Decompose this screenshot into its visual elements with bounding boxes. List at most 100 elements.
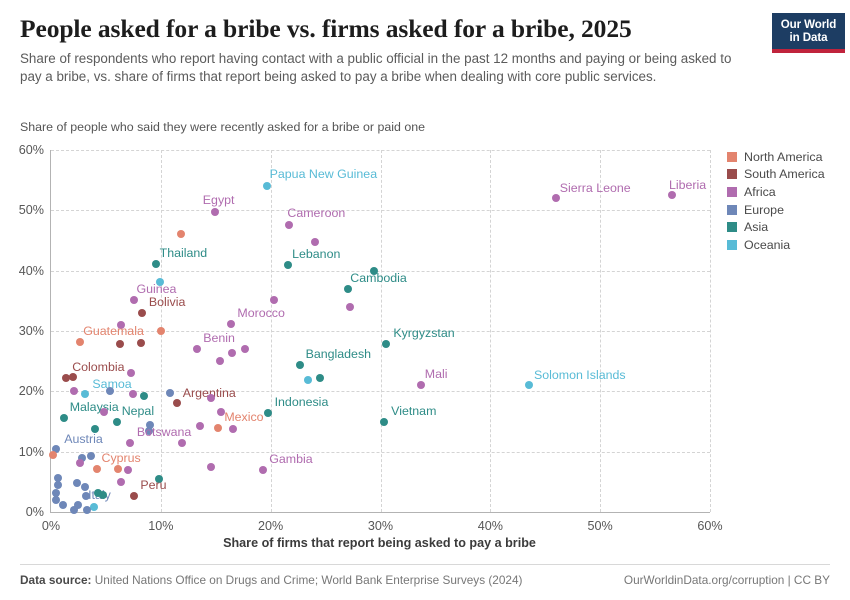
scatter-point[interactable] (90, 424, 99, 433)
scatter-point[interactable] (381, 339, 390, 348)
scatter-point[interactable] (210, 207, 219, 216)
scatter-point[interactable] (81, 390, 90, 399)
scatter-point[interactable] (70, 506, 79, 515)
scatter-point[interactable] (145, 421, 154, 430)
gridline-vertical (600, 150, 602, 512)
legend-item[interactable]: Oceania (727, 236, 847, 254)
scatter-point[interactable] (53, 473, 62, 482)
scatter-point[interactable] (227, 319, 236, 328)
legend-swatch (727, 239, 737, 250)
scatter-point[interactable] (193, 345, 202, 354)
scatter-point[interactable] (369, 266, 378, 275)
scatter-point[interactable] (59, 501, 68, 510)
scatter-point[interactable] (52, 488, 61, 497)
scatter-point[interactable] (137, 339, 146, 348)
scatter-point[interactable] (60, 413, 69, 422)
scatter-point[interactable] (217, 407, 226, 416)
scatter-point[interactable] (285, 221, 294, 230)
scatter-point-label: Indonesia (274, 395, 329, 410)
scatter-point[interactable] (552, 194, 561, 203)
scatter-point[interactable] (304, 376, 312, 385)
scatter-point[interactable] (130, 296, 139, 305)
scatter-point[interactable] (316, 374, 325, 383)
scatter-point[interactable] (310, 237, 319, 246)
scatter-point[interactable] (667, 191, 676, 200)
scatter-point[interactable] (116, 340, 125, 349)
scatter-point[interactable] (207, 463, 216, 472)
scatter-point[interactable] (154, 475, 163, 484)
legend-item[interactable]: South America (727, 166, 847, 184)
scatter-point[interactable] (75, 337, 84, 346)
scatter-point[interactable] (83, 505, 92, 514)
scatter-point[interactable] (264, 409, 273, 418)
legend-item[interactable]: North America (727, 148, 847, 166)
scatter-point-label: Nepal (121, 403, 155, 418)
legend-item[interactable]: Europe (727, 201, 847, 219)
scatter-point[interactable] (68, 373, 77, 382)
scatter-point[interactable] (52, 495, 61, 504)
scatter-point[interactable] (123, 465, 132, 474)
scatter-point[interactable] (155, 277, 164, 286)
owid-logo[interactable]: Our World in Data (772, 13, 845, 53)
scatter-point[interactable] (196, 422, 205, 431)
scatter-point[interactable] (98, 490, 107, 499)
scatter-point[interactable] (216, 357, 225, 366)
scatter-point[interactable] (213, 423, 222, 432)
scatter-point[interactable] (52, 445, 61, 454)
scatter-point[interactable] (130, 491, 139, 500)
scatter-point[interactable] (269, 296, 278, 305)
scatter-point[interactable] (228, 348, 237, 357)
scatter-point[interactable] (74, 501, 83, 510)
scatter-point[interactable] (140, 391, 149, 400)
scatter-point[interactable] (81, 483, 90, 492)
scatter-point[interactable] (129, 390, 138, 399)
scatter-point[interactable] (106, 386, 115, 395)
scatter-point[interactable] (127, 369, 136, 378)
scatter-point-label: Mexico (224, 409, 264, 424)
scatter-point[interactable] (53, 481, 62, 490)
scatter-point[interactable] (177, 438, 186, 447)
chart-subtitle: Share of respondents who report having c… (20, 51, 732, 85)
scatter-point[interactable] (263, 182, 272, 191)
scatter-point[interactable] (93, 464, 102, 473)
scatter-point[interactable] (152, 260, 161, 269)
scatter-point[interactable] (296, 361, 305, 370)
scatter-point[interactable] (417, 380, 426, 389)
scatter-point[interactable] (126, 438, 135, 447)
legend-label: Asia (744, 220, 769, 235)
scatter-point[interactable] (207, 393, 216, 402)
scatter-point[interactable] (94, 488, 103, 497)
scatter-point[interactable] (77, 453, 86, 462)
scatter-point[interactable] (89, 502, 98, 511)
scatter-point[interactable] (176, 230, 185, 239)
legend-item[interactable]: Asia (727, 218, 847, 236)
scatter-point[interactable] (345, 303, 354, 312)
scatter-point[interactable] (156, 327, 165, 335)
scatter-point[interactable] (112, 417, 121, 426)
scatter-point[interactable] (73, 479, 82, 488)
scatter-point[interactable] (113, 465, 122, 474)
scatter-point[interactable] (99, 407, 108, 416)
scatter-point[interactable] (258, 465, 267, 474)
scatter-point[interactable] (117, 320, 126, 329)
scatter-point[interactable] (62, 374, 71, 383)
scatter-point[interactable] (144, 426, 153, 435)
scatter-point[interactable] (86, 451, 95, 460)
scatter-point[interactable] (70, 386, 79, 395)
scatter-point[interactable] (75, 458, 84, 467)
scatter-point[interactable] (49, 451, 58, 460)
scatter-point[interactable] (284, 260, 293, 269)
scatter-point[interactable] (138, 308, 147, 317)
attribution-link[interactable]: OurWorldinData.org/corruption | CC BY (623, 573, 830, 587)
scatter-point[interactable] (165, 388, 174, 397)
scatter-point[interactable] (173, 398, 182, 407)
logo-line-1: Our World (780, 18, 837, 32)
scatter-point[interactable] (343, 284, 352, 293)
scatter-point[interactable] (117, 477, 126, 486)
scatter-point[interactable] (524, 380, 533, 389)
scatter-point[interactable] (82, 492, 91, 501)
legend-item[interactable]: Africa (727, 183, 847, 201)
scatter-point[interactable] (229, 424, 238, 433)
scatter-point[interactable] (379, 417, 388, 426)
scatter-point[interactable] (241, 345, 250, 354)
